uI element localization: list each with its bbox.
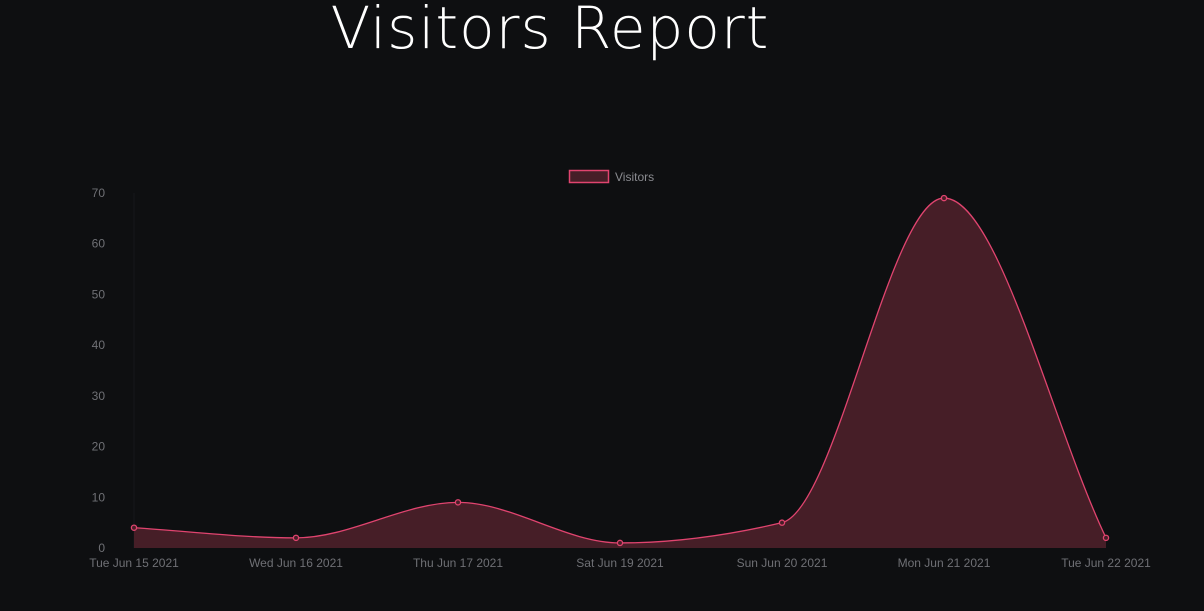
data-point[interactable] <box>454 499 462 506</box>
data-point[interactable] <box>292 534 300 542</box>
chart-legend[interactable]: Visitors <box>568 169 655 184</box>
data-point[interactable] <box>778 519 786 526</box>
y-tick-label: 30 <box>92 389 106 403</box>
y-axis: 0 10 20 30 40 50 60 70 <box>92 186 135 555</box>
series-area-visitors <box>134 198 1106 549</box>
x-tick-label: Sat Jun 19 2021 <box>576 556 664 570</box>
x-tick-label: Mon Jun 21 2021 <box>898 556 991 570</box>
y-tick-label: 20 <box>92 440 106 454</box>
data-point[interactable] <box>616 539 624 547</box>
x-axis: Tue Jun 15 2021 Wed Jun 16 2021 Thu Jun 17… <box>89 556 1151 570</box>
legend-label-visitors[interactable]: Visitors <box>615 170 654 184</box>
y-tick-label: 10 <box>92 490 106 504</box>
data-point[interactable] <box>130 524 138 531</box>
y-tick-label: 70 <box>92 186 106 200</box>
plot-area <box>130 194 1110 549</box>
data-point[interactable] <box>940 194 948 202</box>
y-tick-label: 50 <box>92 287 106 301</box>
x-tick-label: Tue Jun 22 2021 <box>1061 556 1151 570</box>
y-tick-label: 40 <box>92 338 106 352</box>
x-tick-label: Thu Jun 17 2021 <box>413 556 503 570</box>
page-title: Visitors Report <box>330 0 770 62</box>
legend-swatch-visitors[interactable] <box>568 169 610 184</box>
series-line-visitors <box>133 197 1107 544</box>
data-point[interactable] <box>1102 534 1110 542</box>
y-tick-label: 60 <box>92 237 106 251</box>
x-tick-label: Wed Jun 16 2021 <box>249 556 343 570</box>
x-tick-label: Sun Jun 20 2021 <box>737 556 828 570</box>
x-tick-label: Tue Jun 15 2021 <box>89 556 179 570</box>
y-tick-label: 0 <box>98 541 105 555</box>
